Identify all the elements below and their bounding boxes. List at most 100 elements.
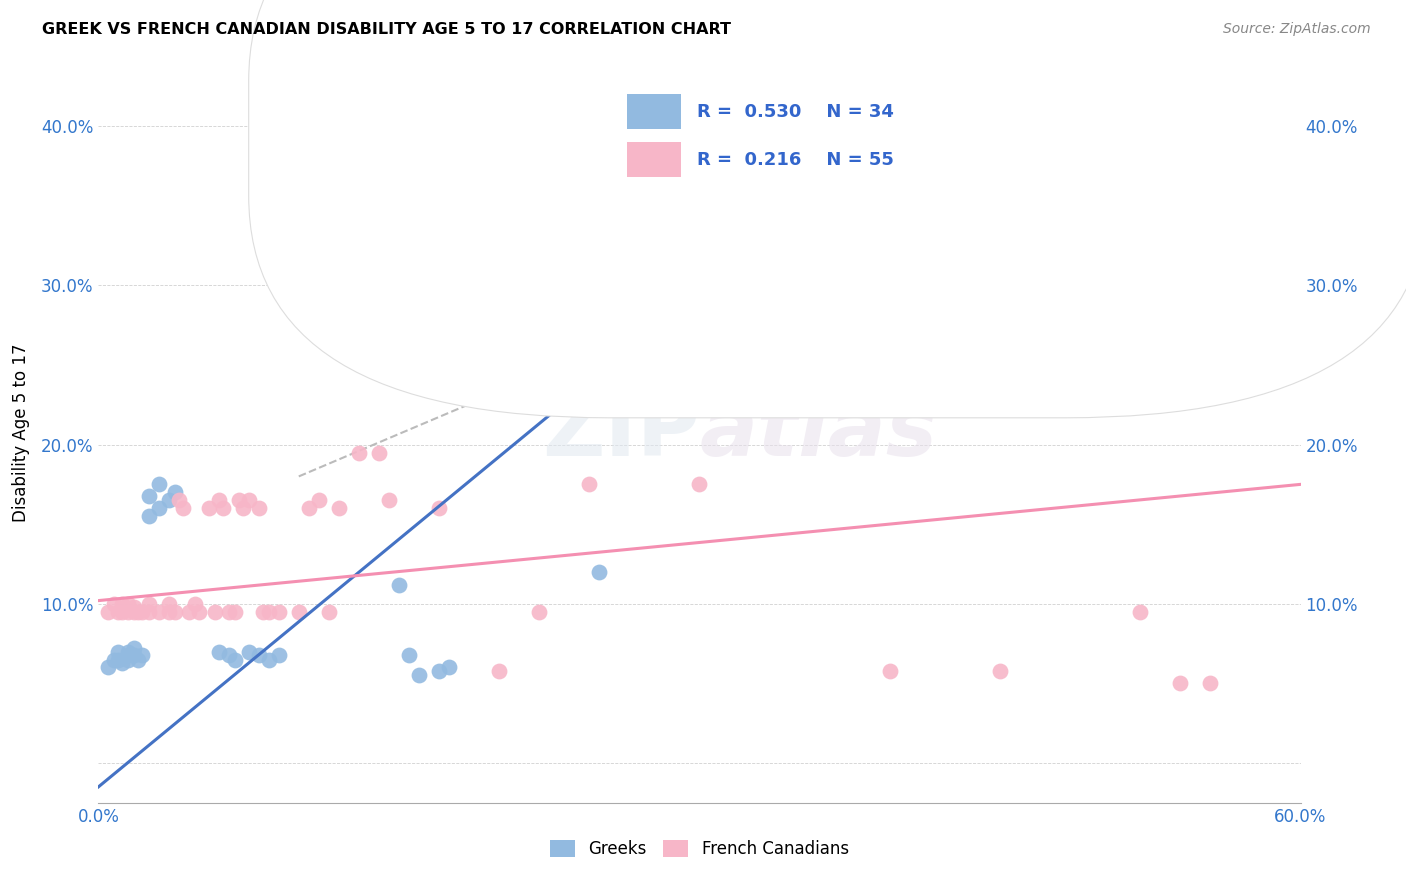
Point [318, 605, 340, 619]
Point [988, 664, 1011, 678]
Point [111, 605, 134, 619]
Point [879, 664, 901, 678]
Point [157, 493, 180, 508]
Text: Source: ZipAtlas.com: Source: ZipAtlas.com [1223, 22, 1371, 37]
Point [247, 648, 270, 662]
Point [211, 501, 233, 516]
Point [378, 493, 401, 508]
Y-axis label: Disability Age 5 to 17: Disability Age 5 to 17 [11, 343, 30, 522]
Point [588, 565, 610, 579]
Point [163, 485, 186, 500]
Point [117, 605, 139, 619]
Point [138, 489, 160, 503]
Point [167, 493, 190, 508]
FancyBboxPatch shape [249, 0, 1406, 417]
Point [97, 605, 120, 619]
Point [488, 664, 510, 678]
Text: GREEK VS FRENCH CANADIAN DISABILITY AGE 5 TO 17 CORRELATION CHART: GREEK VS FRENCH CANADIAN DISABILITY AGE … [42, 22, 731, 37]
Point [148, 501, 170, 516]
Point [408, 318, 430, 333]
Point [107, 605, 129, 619]
Point [308, 493, 330, 508]
Point [124, 648, 146, 662]
Point [398, 648, 420, 662]
Point [197, 501, 219, 516]
Point [157, 605, 180, 619]
Text: R =  0.216    N = 55: R = 0.216 N = 55 [697, 151, 894, 169]
Point [218, 605, 240, 619]
Point [103, 597, 125, 611]
Point [689, 477, 711, 491]
Point [288, 605, 311, 619]
Point [427, 664, 450, 678]
Point [163, 605, 186, 619]
Point [427, 501, 450, 516]
Point [257, 652, 280, 666]
Point [298, 501, 321, 516]
Point [117, 648, 139, 662]
Legend: Greeks, French Canadians: Greeks, French Canadians [543, 833, 856, 865]
Point [208, 493, 231, 508]
Point [238, 644, 260, 658]
Point [128, 605, 150, 619]
Point [128, 652, 150, 666]
Point [437, 660, 460, 674]
Point [218, 648, 240, 662]
Point [131, 648, 153, 662]
Point [172, 501, 194, 516]
Text: atlas: atlas [700, 391, 938, 475]
FancyBboxPatch shape [627, 142, 682, 178]
Point [388, 577, 411, 591]
Point [267, 605, 290, 619]
Point [131, 605, 153, 619]
Point [138, 597, 160, 611]
Point [408, 668, 430, 682]
Point [769, 127, 792, 141]
Point [183, 597, 205, 611]
Text: R =  0.530    N = 34: R = 0.530 N = 34 [697, 103, 894, 121]
Text: ZIP: ZIP [541, 391, 700, 475]
Point [107, 644, 129, 658]
Point [328, 501, 350, 516]
Point [529, 605, 551, 619]
Point [117, 597, 139, 611]
Point [252, 605, 274, 619]
Point [388, 230, 411, 244]
Point [1170, 676, 1192, 690]
Point [124, 599, 146, 614]
Point [117, 652, 139, 666]
Point [238, 493, 260, 508]
Point [187, 605, 209, 619]
Point [117, 644, 139, 658]
Point [257, 605, 280, 619]
Point [224, 652, 246, 666]
Point [267, 648, 290, 662]
Point [148, 605, 170, 619]
Point [97, 660, 120, 674]
Point [247, 501, 270, 516]
Point [138, 605, 160, 619]
Point [1199, 676, 1222, 690]
Point [148, 477, 170, 491]
Point [204, 605, 226, 619]
Point [232, 501, 254, 516]
Point [157, 597, 180, 611]
Point [228, 493, 250, 508]
Point [224, 605, 246, 619]
Point [111, 597, 134, 611]
Point [949, 127, 972, 141]
Point [347, 183, 370, 197]
Point [111, 656, 134, 670]
Point [578, 477, 600, 491]
Point [124, 641, 146, 656]
Point [1129, 605, 1152, 619]
Point [177, 605, 200, 619]
Point [368, 445, 391, 459]
Point [347, 445, 370, 459]
Point [138, 509, 160, 524]
Point [107, 652, 129, 666]
Point [124, 605, 146, 619]
FancyBboxPatch shape [627, 94, 682, 129]
Point [103, 652, 125, 666]
Point [208, 644, 231, 658]
